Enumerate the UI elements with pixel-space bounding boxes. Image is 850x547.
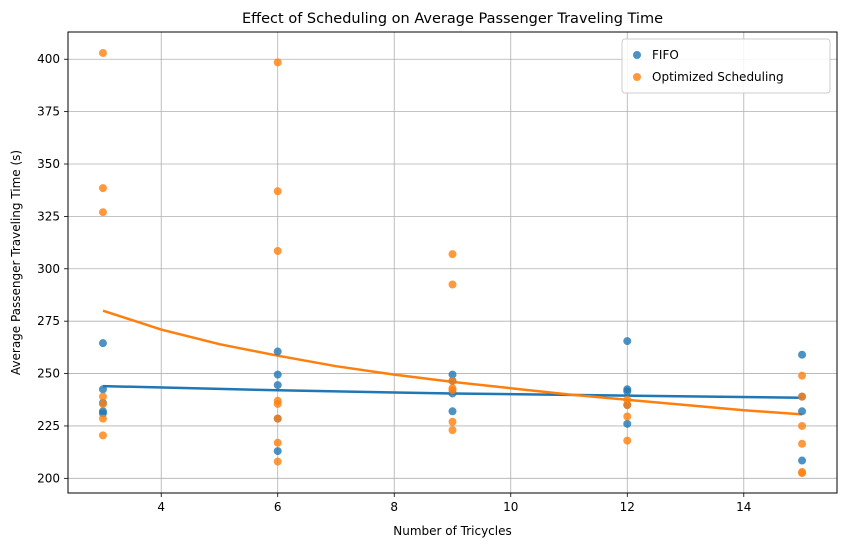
optimized-scheduling-point (98, 414, 107, 423)
data-points (98, 48, 807, 478)
y-axis-ticks: 200 225 250 275 300 325 350 375 400 (37, 52, 68, 485)
y-tick-label: 325 (37, 209, 60, 223)
optimized-scheduling-point (98, 392, 107, 401)
y-tick-label: 250 (37, 367, 60, 381)
legend-label-optimized-scheduling: Optimized Scheduling (652, 70, 784, 84)
optimized-scheduling-point (623, 412, 632, 421)
fifo-point (623, 419, 632, 428)
x-tick-label: 8 (390, 500, 398, 514)
y-tick-label: 300 (37, 262, 60, 276)
x-tick-label: 4 (157, 500, 165, 514)
optimized-scheduling-point (98, 208, 107, 217)
optimized-scheduling-point (623, 400, 632, 409)
legend-box (621, 38, 831, 94)
y-tick-label: 400 (37, 52, 60, 66)
optimized-scheduling-point (98, 431, 107, 440)
fifo-point (798, 407, 807, 416)
optimized-scheduling-point (273, 399, 282, 408)
fifo-point (798, 350, 807, 359)
y-tick-label: 350 (37, 157, 60, 171)
legend-marker-optimized-scheduling (633, 73, 641, 81)
plot-frame (67, 31, 838, 494)
fifo-point (448, 407, 457, 416)
y-tick-label: 375 (37, 105, 60, 119)
optimized-scheduling-point (798, 392, 807, 401)
fifo-point (98, 339, 107, 348)
fifo-point (98, 385, 107, 394)
optimized-scheduling-point (448, 280, 457, 289)
fifo-point (798, 456, 807, 465)
optimized-scheduling-point (98, 48, 107, 57)
optimized-scheduling-point (448, 417, 457, 426)
optimized-scheduling-point (98, 399, 107, 408)
optimized-scheduling-point (798, 371, 807, 380)
optimized-scheduling-point (273, 187, 282, 196)
x-axis-ticks: 4 6 8 10 12 14 (157, 493, 751, 514)
fifo-point (273, 381, 282, 390)
optimized-scheduling-point (273, 58, 282, 67)
optimized-scheduling-point (273, 414, 282, 423)
fifo-point (448, 370, 457, 379)
fifo-point (623, 337, 632, 346)
y-tick-label: 200 (37, 471, 60, 485)
optimized-scheduling-point (448, 426, 457, 435)
optimized-scheduling-point (798, 421, 807, 430)
optimized-scheduling-point (448, 386, 457, 395)
optimized-scheduling-point (448, 250, 457, 259)
legend-marker-fifo (633, 51, 641, 59)
optimized-scheduling-point (448, 376, 457, 385)
optimized-scheduling-point (798, 469, 807, 478)
optimized-scheduling-point (273, 438, 282, 447)
optimized-scheduling-point (98, 184, 107, 193)
legend: FIFO Optimized Scheduling (621, 38, 831, 94)
optimized-scheduling-point (273, 246, 282, 255)
x-axis-label: Number of Tricycles (393, 524, 512, 538)
y-axis-label: Average Passenger Traveling Time (s) (9, 150, 23, 375)
legend-label-fifo: FIFO (652, 48, 679, 62)
fifo-point (273, 370, 282, 379)
x-tick-label: 12 (620, 500, 635, 514)
optimized-scheduling-point (798, 439, 807, 448)
y-tick-label: 275 (37, 314, 60, 328)
x-tick-label: 10 (503, 500, 518, 514)
fifo-point (273, 347, 282, 356)
y-tick-label: 225 (37, 419, 60, 433)
chart-title: Effect of Scheduling on Average Passenge… (242, 11, 663, 27)
grid-lines (68, 32, 837, 493)
fifo-point (273, 447, 282, 456)
x-tick-label: 14 (736, 500, 751, 514)
optimized-scheduling-point (623, 436, 632, 445)
optimized-scheduling-point (273, 457, 282, 466)
fifo-point (623, 387, 632, 396)
x-tick-label: 6 (274, 500, 282, 514)
